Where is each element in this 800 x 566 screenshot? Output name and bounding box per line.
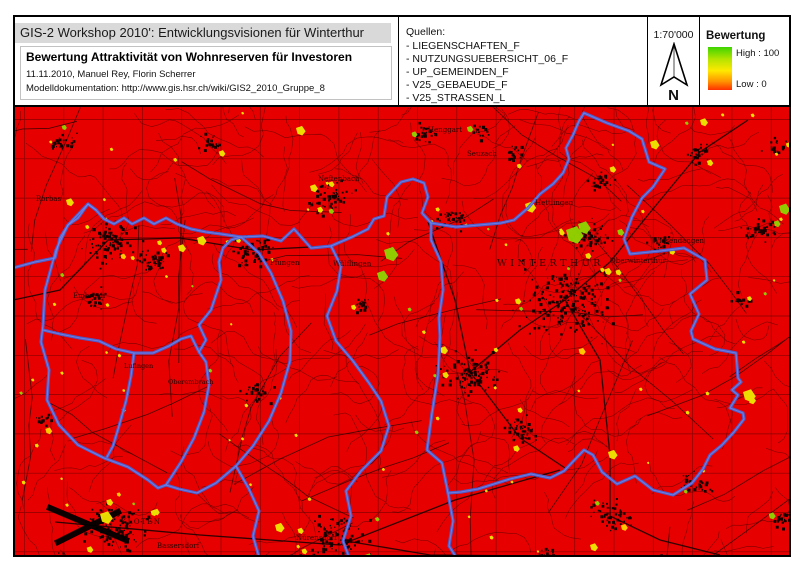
scale-text: 1:70'000 — [653, 29, 694, 41]
map-label: Rorbas — [36, 195, 61, 203]
documentation-line: Modelldokumentation: http://www.gis.hsr.… — [26, 83, 325, 94]
scale-north-block: 1:70'000 N — [648, 15, 700, 105]
sources-block: Quellen: - LIEGENSCHAFTEN_F - NUTZUNGSUE… — [399, 15, 648, 105]
map-label: Oberwinterthur — [610, 257, 667, 265]
map-label: KLOTEN — [121, 518, 162, 526]
map-label: Pfungen — [270, 259, 300, 267]
map-label: Bassersdorf — [157, 542, 201, 550]
legend-low-label: Low : 0 — [736, 79, 767, 90]
map-label: Seuzach — [467, 150, 497, 158]
layout-header: GIS-2 Workshop 2010': Entwicklungsvision… — [13, 15, 791, 107]
map-label: Oberembrach — [168, 378, 213, 386]
map-svg: WINTERTHUR Oberwinterthur Wiesendangen Hett… — [13, 107, 791, 557]
authors-line: 11.11.2010, Manuel Rey, Florin Scherrer — [26, 69, 196, 80]
source-item: - UP_GEMEINDEN_F — [406, 66, 509, 78]
map-label: Lufingen — [124, 362, 153, 370]
source-item: - V25_GEBAEUDE_F — [406, 79, 508, 91]
title-block: GIS-2 Workshop 2010': Entwicklungsvision… — [13, 15, 399, 105]
map-label: Henggart — [428, 126, 462, 134]
map-title-box: Bewertung Attraktivität von Wohnreserven… — [20, 46, 392, 100]
source-item: - LIEGENSCHAFTEN_F — [406, 40, 520, 52]
sources-heading: Quellen: — [406, 26, 446, 38]
legend-high-label: High : 100 — [736, 48, 780, 59]
legend-title: Bewertung — [706, 30, 766, 42]
north-arrow-icon — [659, 42, 689, 87]
map-label: Hettlingen — [535, 199, 573, 207]
map-label: WINTERTHUR — [497, 258, 604, 269]
legend-gradient — [708, 47, 732, 90]
map-label: Embrach — [73, 292, 106, 300]
map-title: Bewertung Attraktivität von Wohnreserven… — [26, 50, 353, 64]
source-item: - NUTZUNGSUEBERSICHT_06_F — [406, 53, 569, 65]
north-label: N — [668, 87, 679, 104]
workshop-title: GIS-2 Workshop 2010': Entwicklungsvision… — [15, 23, 391, 43]
sources-list: - LIEGENSCHAFTEN_F - NUTZUNGSUEBERSICHT_… — [406, 40, 568, 105]
map-area: WINTERTHUR Oberwinterthur Wiesendangen Hett… — [13, 107, 791, 557]
map-label: Wülflingen — [333, 260, 372, 268]
legend-block: Bewertung High : 100 Low : 0 — [700, 15, 791, 105]
map-label: Neftenbach — [318, 175, 360, 183]
map-label: Nürensdorf — [296, 534, 338, 542]
map-label: Wiesendangen — [652, 237, 704, 245]
source-item: - V25_STRASSEN_L — [406, 92, 506, 104]
